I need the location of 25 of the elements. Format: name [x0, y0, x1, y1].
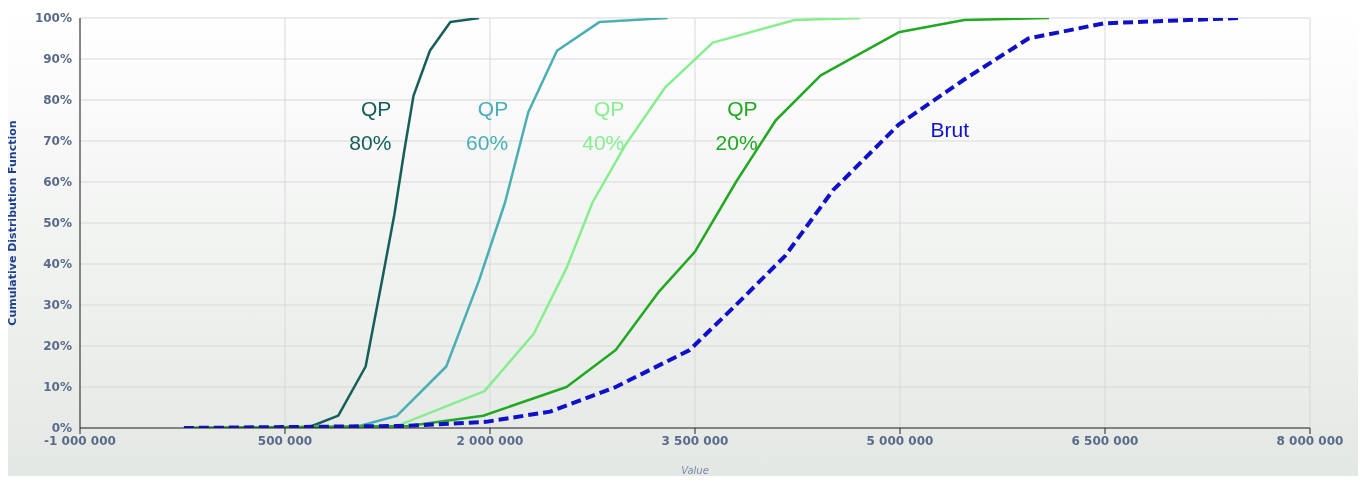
- x-tick-label: 500 000: [257, 433, 313, 448]
- x-axis-title: Value: [681, 465, 709, 476]
- x-tick-label: 8 000 000: [1276, 433, 1344, 448]
- y-tick-label: 30%: [43, 298, 72, 313]
- series-label: QP 60%: [466, 97, 509, 155]
- y-tick-label: 10%: [43, 380, 72, 395]
- x-tick-label: 6 500 000: [1071, 433, 1139, 448]
- y-tick-label: 100%: [34, 11, 72, 26]
- x-tick-label: 3 500 000: [661, 433, 729, 448]
- x-tick-label: 5 000 000: [866, 433, 934, 448]
- series-label: Brut: [930, 117, 970, 141]
- y-axis-title: Cumulative Distribution Function: [5, 120, 19, 326]
- series-label: QP 20%: [715, 97, 758, 155]
- x-tick-label: -1 000 000: [44, 433, 116, 448]
- series-label: QP 40%: [582, 97, 625, 155]
- y-tick-label: 80%: [43, 93, 72, 108]
- y-tick-label: 20%: [43, 339, 72, 354]
- series-label: QP 80%: [349, 97, 392, 155]
- x-tick-label: 2 000 000: [456, 433, 524, 448]
- y-tick-label: 60%: [43, 175, 72, 190]
- y-tick-label: 50%: [43, 216, 72, 231]
- y-tick-label: 90%: [43, 52, 72, 67]
- y-tick-label: 40%: [43, 257, 72, 272]
- y-tick-label: 70%: [43, 134, 72, 149]
- y-tick-label: 0%: [51, 421, 72, 436]
